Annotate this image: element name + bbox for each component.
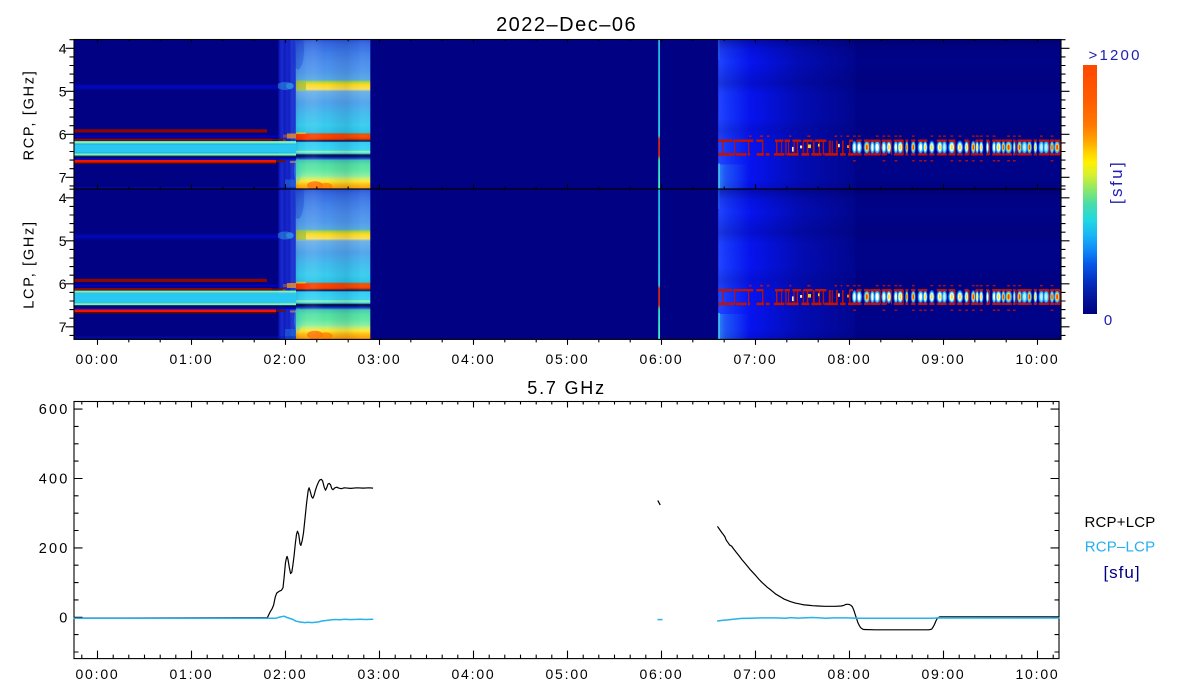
svg-text:04:00: 04:00 [451, 351, 495, 367]
svg-text:RCP–LCP: RCP–LCP [1085, 539, 1156, 556]
svg-text:05:00: 05:00 [545, 351, 589, 367]
svg-text:0: 0 [1104, 312, 1112, 329]
svg-text:04:00: 04:00 [451, 666, 495, 682]
svg-text:RCP+LCP: RCP+LCP [1084, 514, 1155, 531]
svg-text:4: 4 [59, 40, 67, 56]
svg-text:10:00: 10:00 [1015, 351, 1059, 367]
svg-text:08:00: 08:00 [827, 351, 871, 367]
svg-text:5.7 GHz: 5.7 GHz [527, 378, 606, 398]
svg-text:06:00: 06:00 [639, 351, 683, 367]
svg-text:05:00: 05:00 [545, 666, 589, 682]
svg-text:01:00: 01:00 [169, 666, 213, 682]
svg-text:08:00: 08:00 [827, 666, 871, 682]
svg-text:03:00: 03:00 [357, 351, 401, 367]
svg-text:7: 7 [59, 319, 67, 335]
svg-text:01:00: 01:00 [169, 351, 213, 367]
svg-text:0: 0 [59, 610, 69, 626]
svg-text:200: 200 [39, 541, 70, 557]
svg-text:03:00: 03:00 [357, 666, 401, 682]
svg-text:4: 4 [59, 190, 67, 206]
svg-text:02:00: 02:00 [263, 666, 307, 682]
svg-text:7: 7 [59, 169, 67, 185]
svg-text:400: 400 [39, 472, 70, 488]
svg-text:02:00: 02:00 [263, 351, 307, 367]
svg-text:06:00: 06:00 [639, 666, 683, 682]
svg-text:RCP, [GHz]: RCP, [GHz] [22, 70, 38, 161]
svg-text:5: 5 [59, 83, 67, 99]
svg-text:5: 5 [59, 233, 67, 249]
svg-text:00:00: 00:00 [75, 666, 119, 682]
svg-text:600: 600 [39, 402, 70, 418]
svg-text:6: 6 [59, 126, 67, 142]
svg-text:00:00: 00:00 [75, 351, 119, 367]
svg-text:07:00: 07:00 [733, 351, 777, 367]
svg-text:2022–Dec–06: 2022–Dec–06 [496, 14, 637, 36]
svg-text:07:00: 07:00 [733, 666, 777, 682]
svg-text:>1200: >1200 [1089, 47, 1142, 64]
svg-text:LCP, [GHz]: LCP, [GHz] [22, 220, 38, 308]
svg-text:10:00: 10:00 [1015, 666, 1059, 682]
svg-text:[sfu]: [sfu] [1103, 563, 1140, 582]
svg-text:6: 6 [59, 276, 67, 292]
svg-text:[sfu]: [sfu] [1107, 160, 1126, 204]
svg-text:09:00: 09:00 [921, 351, 965, 367]
svg-text:09:00: 09:00 [921, 666, 965, 682]
